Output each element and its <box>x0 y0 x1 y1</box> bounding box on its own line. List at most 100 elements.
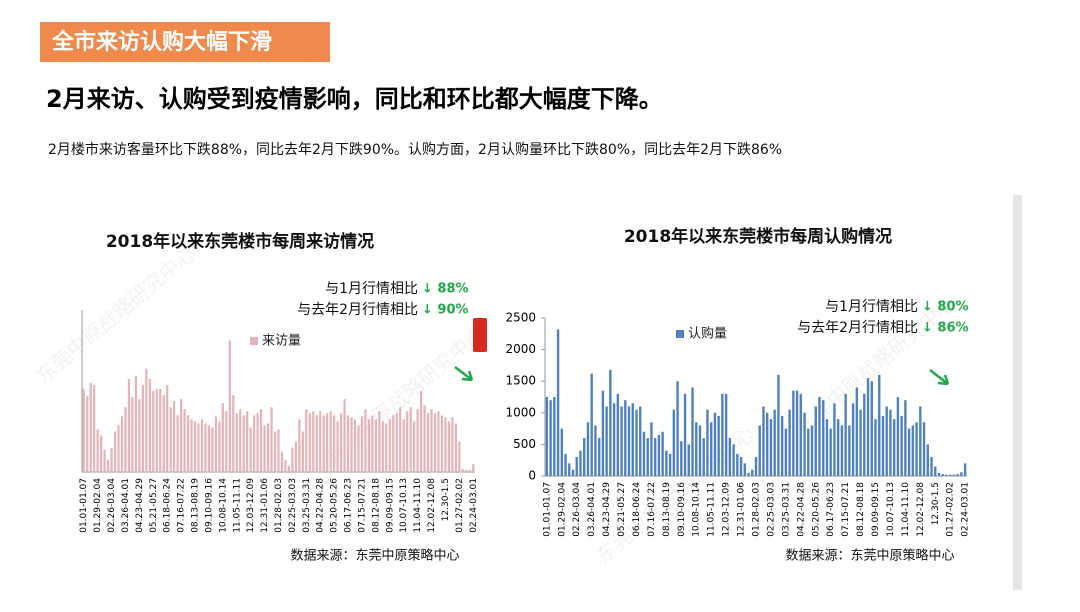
bar <box>353 419 357 472</box>
x-tick-label: 09.10-09.16 <box>677 482 687 537</box>
bar <box>863 393 866 476</box>
x-tick-label: 02.25-03.03 <box>288 478 298 533</box>
bar <box>259 409 263 472</box>
bar <box>762 406 765 476</box>
y-tick-label: 1000 <box>505 405 536 419</box>
bar <box>904 400 907 476</box>
bar <box>754 457 758 476</box>
bar <box>413 421 416 472</box>
x-tick-label: 01.29-02.04 <box>557 482 567 537</box>
bar <box>148 378 151 472</box>
bar <box>204 423 207 472</box>
bar <box>825 419 829 476</box>
bar <box>635 409 638 476</box>
bar <box>605 406 608 476</box>
bar <box>426 413 430 472</box>
bar <box>937 472 941 476</box>
x-tick-label: 01.27-02.02 <box>946 482 956 537</box>
bar <box>747 472 750 476</box>
x-tick-label: 06.18-06.24 <box>163 478 173 533</box>
x-tick-label: 12.31-01.06 <box>737 482 747 537</box>
bar <box>930 457 933 476</box>
x-tick-label: 05.20-05.26 <box>330 478 340 533</box>
bar <box>162 395 165 472</box>
bar <box>388 419 391 472</box>
bar <box>751 469 754 476</box>
y-tick-label: 2500 <box>505 311 536 325</box>
annotation-change: ↓ 88% <box>422 282 469 297</box>
bar <box>291 447 294 472</box>
source: 数据来源：东莞中原策略中心 <box>785 548 954 564</box>
bar <box>367 419 371 472</box>
bar <box>371 415 374 472</box>
bar <box>218 421 221 472</box>
bar <box>575 457 578 476</box>
legend-label: 认购量 <box>688 326 727 342</box>
bar <box>840 425 844 476</box>
bar <box>447 421 451 472</box>
bar <box>246 411 249 472</box>
bar <box>586 422 590 476</box>
bar <box>885 406 888 476</box>
bar <box>881 415 885 476</box>
x-tick-label: 07.15-07.21 <box>357 478 367 533</box>
annotation: 与1月行情相比 <box>325 281 418 297</box>
x-tick-label: 09.09-09.15 <box>385 478 395 533</box>
chart-title: 2018年以来东莞楼市每周来访情况 <box>106 231 374 252</box>
headline: 2月来访、认购受到疫情影响，同比和环比都大幅度下降。 <box>46 85 663 113</box>
x-tick-label: 01.29-02.04 <box>93 478 103 533</box>
bar <box>468 469 471 472</box>
x-tick-label: 09.10-09.16 <box>204 478 214 533</box>
bar <box>724 393 728 476</box>
arrow <box>454 366 474 382</box>
bar <box>653 438 657 476</box>
bar <box>197 423 200 472</box>
x-tick-label: 08.12-08.18 <box>371 478 381 533</box>
bar <box>103 449 106 472</box>
x-tick-label: 05.21-05.27 <box>149 478 159 533</box>
x-tick-label: 03.25-03.31 <box>302 478 312 533</box>
bar <box>792 390 795 476</box>
x-tick-label: 07.15-07.21 <box>841 482 851 537</box>
x-tick-label: 10.07-10.13 <box>399 478 409 533</box>
bar <box>695 422 698 476</box>
x-tick-label: 03.26-04.01 <box>587 482 597 537</box>
bar <box>743 463 746 476</box>
bar <box>594 425 597 476</box>
bar <box>702 438 705 476</box>
tag: 全市来访认购大幅下滑 <box>51 29 272 55</box>
bar <box>423 405 426 472</box>
bar <box>444 417 447 472</box>
bar <box>878 374 881 476</box>
bar <box>627 406 631 476</box>
bar <box>180 399 183 472</box>
x-tick-label: 05.21-05.27 <box>617 482 627 537</box>
bar <box>200 419 204 472</box>
bar <box>844 393 847 476</box>
y-tick-label: 500 <box>513 437 536 451</box>
watermark: 东莞中原战略研究中心 <box>31 241 200 388</box>
x-tick-label: 01.27-02.02 <box>455 478 465 533</box>
bar <box>308 413 311 472</box>
bar <box>249 427 252 472</box>
x-tick-label: 11.04-11.10 <box>901 482 911 537</box>
bar <box>409 407 412 472</box>
source: 数据来源：东莞中原策略中心 <box>290 548 459 564</box>
bar <box>709 422 713 476</box>
bar <box>329 411 332 472</box>
bar <box>96 429 99 472</box>
x-tick-label: 11.05-11.11 <box>232 478 242 533</box>
bar <box>287 465 291 472</box>
bar <box>430 409 433 472</box>
bar <box>280 451 284 472</box>
y-tick-label: 1500 <box>505 374 536 388</box>
bar <box>609 369 612 476</box>
bar <box>451 417 454 472</box>
bar <box>124 407 127 472</box>
annotation: 与1月行情相比 <box>825 299 918 315</box>
bar <box>728 438 732 476</box>
bar <box>138 399 141 472</box>
bar <box>326 413 329 472</box>
bar <box>915 422 918 476</box>
bar <box>810 425 814 476</box>
